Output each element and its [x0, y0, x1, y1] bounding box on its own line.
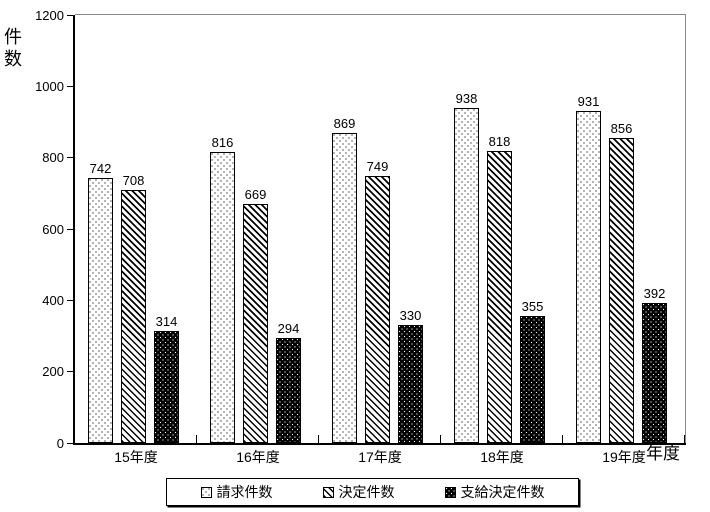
- black-dotted-pattern-swatch-icon: [444, 486, 456, 498]
- x-axis-tick: [196, 435, 197, 443]
- y-axis-tick: [67, 228, 74, 230]
- y-tick-label: 1200: [35, 7, 64, 23]
- bar-kettei: [121, 190, 146, 443]
- y-axis-tick: [67, 299, 74, 301]
- bar-value-label: 669: [244, 187, 267, 202]
- bar-value-label: 816: [211, 135, 234, 150]
- x-axis-tick: [562, 435, 563, 443]
- y-tick-label: 400: [42, 292, 64, 308]
- bar-kettei: [243, 204, 268, 443]
- x-axis-title: 年度: [646, 444, 680, 463]
- bar-shikyuu-kettei: [520, 316, 545, 443]
- dotted-pattern-swatch-icon: [200, 486, 212, 498]
- y-tick-label: 0: [56, 435, 64, 451]
- x-category-label: 19年度: [602, 449, 646, 465]
- bar-value-label: 708: [122, 173, 145, 188]
- bar-value-label: 818: [488, 134, 511, 149]
- legend-label: 決定件数: [338, 484, 395, 500]
- x-category-label: 16年度: [236, 449, 280, 465]
- bar-seikyuu: [576, 111, 601, 443]
- legend-item-kettei: 決定件数: [322, 484, 395, 500]
- bar-shikyuu-kettei: [398, 325, 423, 443]
- bar-kettei: [609, 138, 634, 443]
- bar-shikyuu-kettei: [642, 303, 667, 443]
- x-axis-tick: [440, 435, 441, 443]
- bar-value-label: 931: [577, 94, 600, 109]
- legend-item-seikyuu: 請求件数: [200, 484, 273, 500]
- y-axis-tick: [67, 157, 74, 159]
- x-axis-tick: [684, 435, 685, 443]
- bar-value-label: 392: [643, 286, 666, 301]
- legend: 請求件数 決定件数 支給決定件数: [166, 478, 579, 506]
- bar-seikyuu: [210, 152, 235, 443]
- legend-label: 支給決定件数: [460, 484, 545, 500]
- y-axis-title: 件数: [4, 27, 22, 69]
- y-axis-line: [73, 15, 75, 444]
- hatch-pattern-swatch-icon: [322, 486, 334, 498]
- y-axis-tick: [67, 371, 74, 373]
- x-axis-line: [73, 443, 686, 445]
- bar-seikyuu: [332, 133, 357, 443]
- legend-item-shikyuu-kettei: 支給決定件数: [444, 484, 545, 500]
- y-tick-label: 1000: [35, 78, 64, 94]
- plot-border-right: [685, 14, 686, 444]
- bar-value-label: 749: [366, 159, 389, 174]
- bar-shikyuu-kettei: [154, 331, 179, 443]
- y-tick-label: 200: [42, 364, 64, 380]
- y-axis-tick: [67, 85, 74, 87]
- bar-kettei: [487, 151, 512, 443]
- y-tick-label: 800: [42, 150, 64, 166]
- y-axis-tick: [67, 442, 74, 444]
- bar-shikyuu-kettei: [276, 338, 301, 443]
- bar-value-label: 294: [277, 321, 300, 336]
- bar-value-label: 314: [155, 314, 178, 329]
- x-category-label: 18年度: [480, 449, 524, 465]
- bar-value-label: 869: [333, 116, 356, 131]
- bar-seikyuu: [88, 178, 113, 443]
- bar-value-label: 856: [610, 121, 633, 136]
- bar-value-label: 355: [521, 299, 544, 314]
- bar-seikyuu: [454, 108, 479, 443]
- bar-value-label: 938: [455, 91, 478, 106]
- x-category-label: 17年度: [358, 449, 402, 465]
- y-axis-tick: [67, 14, 74, 16]
- x-category-label: 15年度: [114, 449, 158, 465]
- x-axis-tick: [318, 435, 319, 443]
- bar-kettei: [365, 176, 390, 443]
- plot-border-top: [75, 14, 686, 15]
- bar-value-label: 742: [89, 161, 112, 176]
- legend-label: 請求件数: [216, 484, 273, 500]
- bar-value-label: 330: [399, 308, 422, 323]
- y-tick-label: 600: [42, 221, 64, 237]
